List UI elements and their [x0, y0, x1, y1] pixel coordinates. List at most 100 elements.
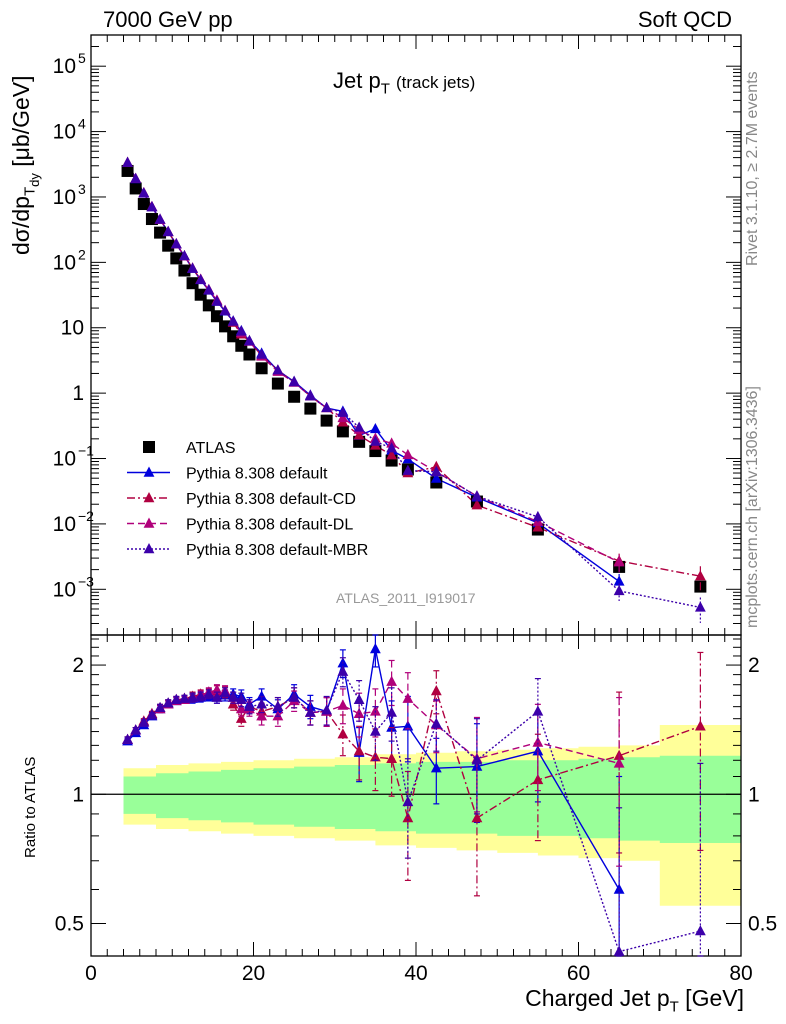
main-series-marker: [402, 464, 414, 475]
y-tick-exponent: 2: [78, 246, 86, 262]
ratio-series-marker: [386, 675, 398, 686]
ratio-series-marker: [353, 745, 365, 756]
ratio-series-marker: [337, 665, 349, 676]
y-tick-label: 10: [53, 513, 76, 536]
ratio-series-marker: [154, 701, 166, 713]
ratio-series-marker: [532, 773, 544, 785]
x-label-main: Charged Jet p: [525, 985, 670, 1011]
plot-title-sub: T: [380, 80, 390, 98]
atlas-data-point: [227, 330, 240, 343]
ratio-series-marker: [471, 754, 483, 765]
main-series-marker: [613, 556, 625, 567]
atlas-data-point: [202, 299, 215, 312]
x-tick-label: 0: [85, 962, 97, 985]
plot-title: Jet pT (track jets): [333, 68, 475, 97]
ratio-series-marker: [235, 712, 247, 723]
legend-label: Pythia 8.308 default-MBR: [186, 542, 368, 559]
main-series-marker: [162, 225, 174, 236]
legend-marker: [143, 466, 155, 477]
atlas-data-point: [288, 390, 301, 403]
ratio-tick-label-right: 2: [748, 654, 760, 677]
main-series-marker: [211, 295, 223, 306]
ratio-series-marker: [369, 705, 381, 716]
ratio-series-marker: [235, 703, 247, 714]
atlas-data-point: [178, 264, 191, 277]
atlas-data-point: [243, 348, 256, 361]
legend-label: ATLAS: [186, 440, 236, 457]
y-tick-exponent: −1: [78, 443, 94, 459]
main-series-marker: [304, 390, 316, 401]
ratio-series-marker: [471, 812, 483, 823]
main-series-marker: [146, 200, 158, 212]
mcplots-label: mcplots.cern.ch [arXiv:1306.3436]: [744, 386, 761, 628]
legend-label: Pythia 8.308 default: [186, 466, 328, 483]
atlas-data-point: [145, 213, 158, 226]
main-series-marker: [353, 429, 365, 440]
header-left-label: 7000 GeV pp: [103, 7, 233, 32]
y-tick-exponent: 5: [78, 50, 86, 66]
main-series-marker: [187, 262, 198, 273]
atlas-data-point: [170, 252, 183, 265]
ratio-series-marker: [195, 690, 207, 701]
main-series-marker: [369, 435, 381, 446]
x-tick-label: 20: [242, 962, 265, 985]
ratio-series-marker: [337, 728, 349, 739]
atlas-data-point: [320, 414, 333, 427]
ratio-series-marker: [187, 691, 198, 702]
y-tick-label: 1: [72, 382, 84, 405]
atlas-data-point: [271, 377, 284, 390]
main-series-marker: [130, 172, 142, 183]
main-series-marker: [288, 376, 300, 387]
main-series-marker: [321, 401, 333, 413]
atlas-data-point: [336, 425, 349, 438]
main-y-axis-label: dσ/dpTdy [μb/GeV]: [8, 75, 42, 255]
main-series-marker: [337, 406, 349, 417]
analysis-id-label: ATLAS_2011_I919017: [336, 590, 476, 606]
main-series-marker: [430, 465, 442, 476]
ratio-series-marker: [256, 698, 268, 709]
ratio-series-marker: [386, 706, 398, 717]
ratio-series-marker: [288, 691, 300, 702]
ratio-series-marker: [430, 717, 442, 728]
main-series-marker: [272, 364, 284, 375]
ratio-series-marker: [430, 762, 442, 773]
y-tick-label: 10: [53, 55, 76, 78]
legend-label: Pythia 8.308 default-DL: [186, 517, 353, 534]
ratio-series-marker: [170, 693, 182, 704]
main-series-marker: [337, 411, 349, 423]
rivet-label: Rivet 3.1.10, ≥ 2.7M events: [744, 71, 761, 266]
y-label-a: dσ/dp: [8, 196, 34, 255]
main-series-marker: [353, 421, 365, 432]
atlas-data-point: [194, 288, 207, 301]
atlas-data-point: [121, 164, 134, 177]
main-series-marker: [219, 304, 231, 316]
main-series-marker: [122, 156, 133, 167]
main-series-marker: [369, 422, 381, 434]
ratio-series-marker: [272, 700, 284, 711]
plot-title-main: Jet p: [333, 68, 381, 93]
ratio-series-marker: [337, 699, 349, 710]
y-tick-label: 10: [53, 251, 76, 274]
y-label-sub2: dy: [26, 173, 42, 187]
y-tick-label: 10: [61, 317, 84, 340]
main-series-marker: [138, 187, 150, 198]
y-tick-label: 10: [53, 448, 76, 471]
main-series-marker: [203, 284, 215, 295]
y-label-b: [μb/GeV]: [8, 75, 34, 174]
atlas-data-point: [162, 239, 175, 252]
legend-marker: [143, 492, 155, 503]
ratio-series-marker: [694, 720, 706, 731]
ratio-series-marker: [138, 716, 150, 727]
atlas-data-point: [219, 320, 232, 333]
ratio-series-marker: [430, 685, 442, 696]
main-series-marker: [244, 335, 255, 346]
legend-marker: [143, 517, 155, 528]
x-label-sub: T: [669, 998, 679, 1016]
ratio-series-marker: [613, 945, 625, 956]
ratio-series-marker: [162, 697, 174, 708]
main-series-marker: [613, 575, 625, 586]
y-tick-exponent: −3: [78, 573, 94, 589]
ratio-series-marker: [353, 693, 365, 704]
atlas-data-point: [154, 226, 167, 239]
